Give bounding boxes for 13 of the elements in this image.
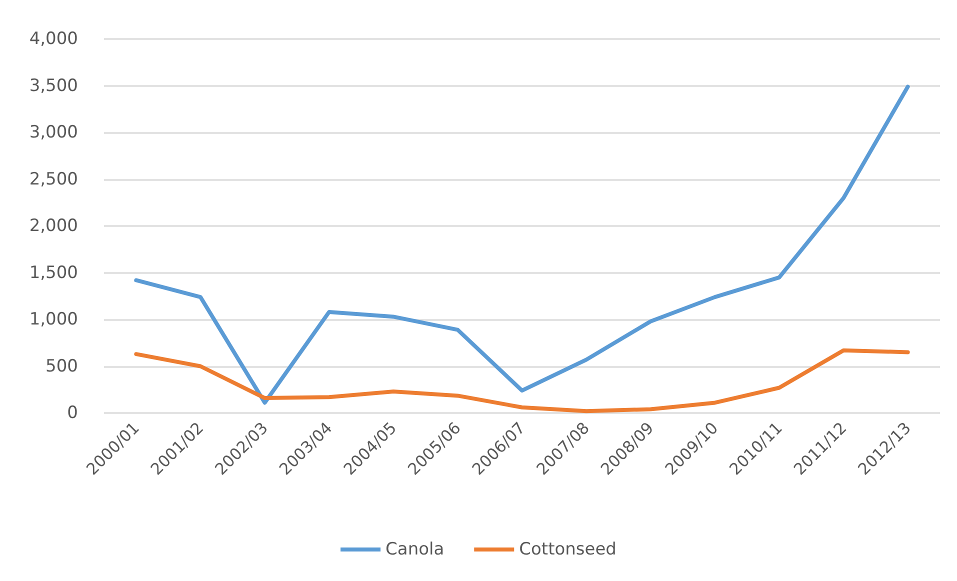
y-tick-label: 2,000 xyxy=(29,216,78,236)
y-tick-label: 3,000 xyxy=(29,122,78,142)
line-series xyxy=(134,348,910,414)
y-tick-label: 500 xyxy=(46,356,78,376)
y-tick-label: 1,500 xyxy=(29,262,78,283)
y-tick-label: 0 xyxy=(67,403,78,423)
legend-label: Canola xyxy=(386,540,444,560)
y-tick-label: 3,500 xyxy=(29,76,78,96)
y-tick-label: 1,000 xyxy=(29,310,78,330)
y-tick-label: 2,500 xyxy=(29,169,78,190)
y-tick-label: 4,000 xyxy=(29,29,78,49)
legend-label: Cottonseed xyxy=(519,540,616,560)
line-series xyxy=(134,84,910,405)
